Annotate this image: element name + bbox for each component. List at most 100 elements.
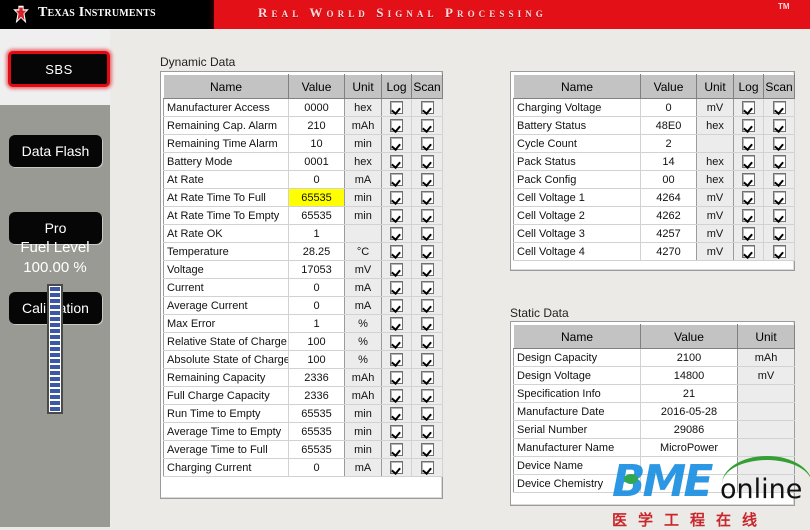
cell-value[interactable]: 65535 bbox=[288, 188, 345, 207]
log-checkbox[interactable] bbox=[742, 245, 755, 258]
cell-scan[interactable] bbox=[411, 98, 443, 117]
cell-value[interactable]: 65535 bbox=[288, 422, 345, 441]
table-row[interactable]: Manufacturer Access 0000 hex bbox=[163, 98, 443, 117]
scan-checkbox[interactable] bbox=[420, 101, 434, 114]
cell-value[interactable]: 0 bbox=[288, 170, 345, 189]
cell-log[interactable] bbox=[381, 458, 412, 477]
log-checkbox[interactable] bbox=[390, 317, 403, 330]
cell-scan[interactable] bbox=[411, 296, 443, 315]
cell-value[interactable]: 28.25 bbox=[288, 242, 345, 261]
scan-checkbox[interactable] bbox=[420, 263, 434, 276]
log-checkbox[interactable] bbox=[390, 119, 403, 132]
cell-log[interactable] bbox=[381, 98, 412, 117]
cell-value[interactable]: 100 bbox=[288, 350, 345, 369]
log-checkbox[interactable] bbox=[742, 119, 755, 132]
cell-log[interactable] bbox=[381, 386, 412, 405]
table-row[interactable]: Remaining Cap. Alarm 210 mAh bbox=[163, 116, 443, 135]
cell-log[interactable] bbox=[381, 422, 412, 441]
cell-log[interactable] bbox=[381, 188, 412, 207]
cell-scan[interactable] bbox=[411, 314, 443, 333]
table-row[interactable]: Specification Info 21 bbox=[513, 384, 795, 403]
scan-checkbox[interactable] bbox=[420, 371, 434, 384]
cell-log[interactable] bbox=[381, 296, 412, 315]
scan-checkbox[interactable] bbox=[772, 101, 786, 114]
table-row[interactable]: At Rate OK 1 bbox=[163, 224, 443, 243]
scan-checkbox[interactable] bbox=[420, 137, 434, 150]
cell-value[interactable]: 0001 bbox=[288, 152, 345, 171]
sidebar-item-sbs[interactable]: SBS bbox=[8, 51, 110, 87]
log-checkbox[interactable] bbox=[390, 191, 403, 204]
cell-value[interactable]: 1 bbox=[288, 314, 345, 333]
table-row[interactable]: Device Name bbox=[513, 456, 795, 475]
log-checkbox[interactable] bbox=[390, 155, 403, 168]
cell-scan[interactable] bbox=[411, 278, 443, 297]
sidebar-item-pro[interactable]: Pro bbox=[9, 212, 102, 244]
scan-checkbox[interactable] bbox=[420, 299, 434, 312]
cell-log[interactable] bbox=[381, 116, 412, 135]
column-header-scan[interactable]: Scan bbox=[763, 74, 795, 99]
static-data-grid[interactable]: Name Value Unit Design Capacity 2100 mAh Desi… bbox=[510, 321, 795, 506]
table-row[interactable]: Run Time to Empty 65535 min bbox=[163, 404, 443, 423]
table-row[interactable]: Cell Voltage 2 4262 mV bbox=[513, 206, 795, 225]
cell-value[interactable]: 65535 bbox=[288, 404, 345, 423]
scan-checkbox[interactable] bbox=[420, 209, 434, 222]
log-checkbox[interactable] bbox=[390, 371, 403, 384]
table-row[interactable]: Relative State of Charge 100% bbox=[163, 332, 443, 351]
cell-value[interactable]: 2336 bbox=[288, 386, 345, 405]
table-row[interactable]: Design Voltage 14800 mV bbox=[513, 366, 795, 385]
scan-checkbox[interactable] bbox=[420, 335, 434, 348]
table-row[interactable]: Average Time to Full 65535 min bbox=[163, 440, 443, 459]
cell-value[interactable] bbox=[640, 456, 738, 475]
scan-checkbox[interactable] bbox=[420, 461, 434, 474]
cell-log[interactable] bbox=[733, 206, 764, 225]
sidebar-item-data-flash[interactable]: Data Flash bbox=[9, 135, 102, 167]
cell-value[interactable]: 17053 bbox=[288, 260, 345, 279]
cell-scan[interactable] bbox=[411, 458, 443, 477]
log-checkbox[interactable] bbox=[390, 173, 403, 186]
table-row[interactable]: Battery Mode 0001 hex bbox=[163, 152, 443, 171]
table-row[interactable]: Full Charge Capacity 2336 mAh bbox=[163, 386, 443, 405]
cell-scan[interactable] bbox=[411, 260, 443, 279]
cell-value[interactable]: 1 bbox=[288, 224, 345, 243]
log-checkbox[interactable] bbox=[390, 389, 403, 402]
cell-log[interactable] bbox=[733, 98, 764, 117]
scan-checkbox[interactable] bbox=[420, 443, 434, 456]
dynamic-data-grid-2[interactable]: Name Value Unit Log Scan Charging Voltage 0 mV… bbox=[510, 71, 795, 271]
table-row[interactable]: Charging Voltage 0 mV bbox=[513, 98, 795, 117]
cell-value[interactable]: 14800 bbox=[640, 366, 738, 385]
table-row[interactable]: Manufacturer Name MicroPower bbox=[513, 438, 795, 457]
cell-scan[interactable] bbox=[763, 116, 795, 135]
cell-log[interactable] bbox=[381, 332, 412, 351]
table-row[interactable]: Remaining Time Alarm 10 min bbox=[163, 134, 443, 153]
table-row[interactable]: Absolute State of Charge 100% bbox=[163, 350, 443, 369]
scan-checkbox[interactable] bbox=[772, 209, 786, 222]
table-row[interactable]: Remaining Capacity 2336 mAh bbox=[163, 368, 443, 387]
table-row[interactable]: Cell Voltage 1 4264 mV bbox=[513, 188, 795, 207]
cell-log[interactable] bbox=[733, 224, 764, 243]
column-header-log[interactable]: Log bbox=[381, 74, 412, 99]
cell-value[interactable]: 00 bbox=[640, 170, 697, 189]
table-row[interactable]: At Rate Time To Empty 65535 min bbox=[163, 206, 443, 225]
cell-scan[interactable] bbox=[763, 134, 795, 153]
table-row[interactable]: Battery Status 48E0 hex bbox=[513, 116, 795, 135]
cell-scan[interactable] bbox=[763, 206, 795, 225]
cell-scan[interactable] bbox=[411, 332, 443, 351]
cell-value[interactable]: 2 bbox=[640, 134, 697, 153]
cell-log[interactable] bbox=[381, 368, 412, 387]
cell-value[interactable]: 4262 bbox=[640, 206, 697, 225]
cell-log[interactable] bbox=[381, 404, 412, 423]
column-header-log[interactable]: Log bbox=[733, 74, 764, 99]
cell-value[interactable]: 14 bbox=[640, 152, 697, 171]
cell-value[interactable]: 21 bbox=[640, 384, 738, 403]
scan-checkbox[interactable] bbox=[772, 191, 786, 204]
column-header-name[interactable]: Name bbox=[163, 74, 289, 99]
cell-log[interactable] bbox=[381, 278, 412, 297]
cell-value[interactable] bbox=[640, 474, 738, 493]
log-checkbox[interactable] bbox=[742, 173, 755, 186]
scan-checkbox[interactable] bbox=[420, 353, 434, 366]
cell-scan[interactable] bbox=[411, 206, 443, 225]
cell-value[interactable]: 29086 bbox=[640, 420, 738, 439]
cell-value[interactable]: 65535 bbox=[288, 440, 345, 459]
cell-value[interactable]: MicroPower bbox=[640, 438, 738, 457]
scan-checkbox[interactable] bbox=[772, 119, 786, 132]
